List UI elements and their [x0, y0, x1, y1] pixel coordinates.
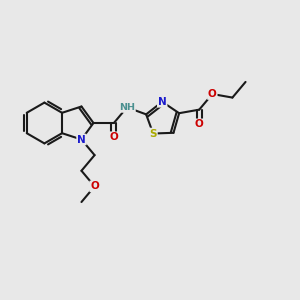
Text: S: S	[149, 128, 157, 139]
Text: N: N	[77, 134, 86, 145]
Text: O: O	[110, 132, 118, 142]
Text: H: H	[123, 103, 131, 112]
Text: N: N	[158, 97, 167, 107]
Text: O: O	[208, 89, 217, 99]
Text: NH: NH	[119, 103, 135, 112]
Text: O: O	[90, 182, 99, 191]
Text: O: O	[195, 119, 204, 129]
